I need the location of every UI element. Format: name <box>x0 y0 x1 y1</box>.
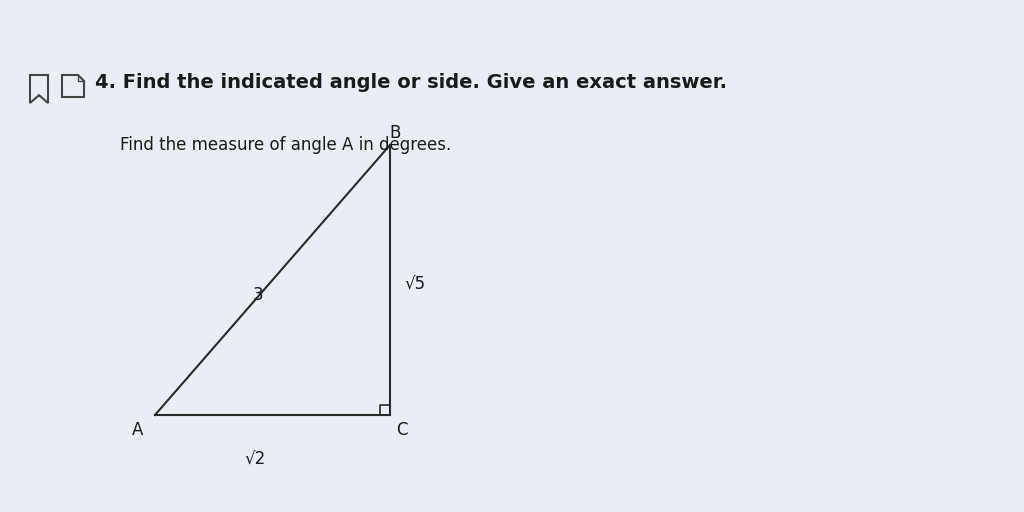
Text: 3: 3 <box>253 286 263 304</box>
Text: A: A <box>132 421 143 439</box>
Text: √5: √5 <box>404 276 426 294</box>
Text: B: B <box>389 124 400 142</box>
Text: √2: √2 <box>245 451 265 469</box>
Text: C: C <box>396 421 408 439</box>
Text: 4. Find the indicated angle or side. Give an exact answer.: 4. Find the indicated angle or side. Giv… <box>95 73 727 92</box>
Text: Find the measure of angle A in degrees.: Find the measure of angle A in degrees. <box>120 136 452 154</box>
